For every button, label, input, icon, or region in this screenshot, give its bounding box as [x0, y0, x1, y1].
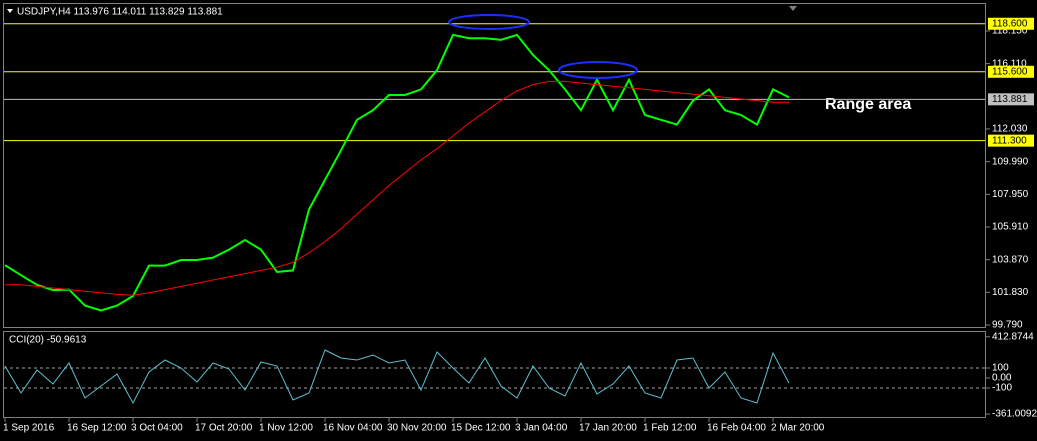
x-tick-label: 1 Sep 2016 [3, 423, 55, 434]
main-panel [3, 3, 986, 328]
y-tick-label: 116.110 [992, 58, 1027, 69]
x-tick-label: 16 Sep 12:00 [67, 423, 127, 434]
x-tick-label: 1 Nov 12:00 [259, 423, 313, 434]
level-label: 113.881 [992, 94, 1028, 105]
y-tick-label: -361.0092 [992, 409, 1037, 420]
y-tick-label: 107.950 [992, 189, 1029, 200]
highlight-ellipse [558, 61, 638, 79]
x-tick-label: 30 Nov 20:00 [387, 423, 447, 434]
level-label: 115.600 [992, 66, 1028, 77]
y-tick-label: 105.910 [992, 222, 1029, 233]
x-tick-label: 1 Feb 12:00 [643, 423, 697, 434]
level-label-box [988, 65, 1034, 78]
x-tick-label: 16 Feb 04:00 [707, 423, 766, 434]
y-tick-label: -100 [992, 383, 1012, 394]
series-line [4, 33, 790, 312]
annotation: Range area [825, 96, 911, 113]
y-tick-label: 100 [992, 363, 1009, 374]
y-tick-label: 109.990 [992, 156, 1029, 167]
y-tick-label: 103.870 [992, 254, 1029, 265]
x-tick-label: 2 Mar 20:00 [771, 423, 825, 434]
level-label-box [988, 93, 1034, 106]
plot-layers: 118.150 116.110 112.030 109.990 107.950 105.9… [3, 17, 1037, 434]
cci-panel [3, 331, 986, 418]
level-label-box [988, 17, 1034, 30]
cci-title: CCI(20) -50.9613 [9, 335, 87, 346]
x-tick-label: 15 Dec 12:00 [451, 423, 511, 434]
y-tick-label: 0.00 [992, 373, 1012, 384]
highlight-ellipse [448, 14, 530, 30]
shift-marker [789, 6, 797, 11]
y-tick-label: 118.150 [992, 26, 1028, 37]
x-tick-label: 17 Oct 20:00 [195, 423, 253, 434]
level-label-box [988, 134, 1034, 147]
y-tick-label: 412.8744 [992, 331, 1034, 342]
menu-arrow[interactable] [7, 9, 13, 13]
series-line [4, 349, 790, 405]
x-tick-label: 16 Nov 04:00 [323, 423, 383, 434]
level-label: 118.600 [992, 18, 1028, 29]
y-tick-label: 112.030 [992, 124, 1028, 135]
y-tick-label: 101.830 [992, 287, 1029, 298]
x-tick-label: 17 Jan 20:00 [579, 423, 637, 434]
x-tick-label: 3 Jan 04:00 [515, 423, 568, 434]
chart-title: USDJPY,H4 113.976 114.011 113.829 113.88… [17, 7, 223, 18]
x-tick-label: 3 Oct 04:00 [131, 423, 183, 434]
level-label: 111.300 [992, 135, 1027, 146]
y-tick-label: 99.790 [992, 320, 1023, 331]
series-line [5, 80, 789, 296]
